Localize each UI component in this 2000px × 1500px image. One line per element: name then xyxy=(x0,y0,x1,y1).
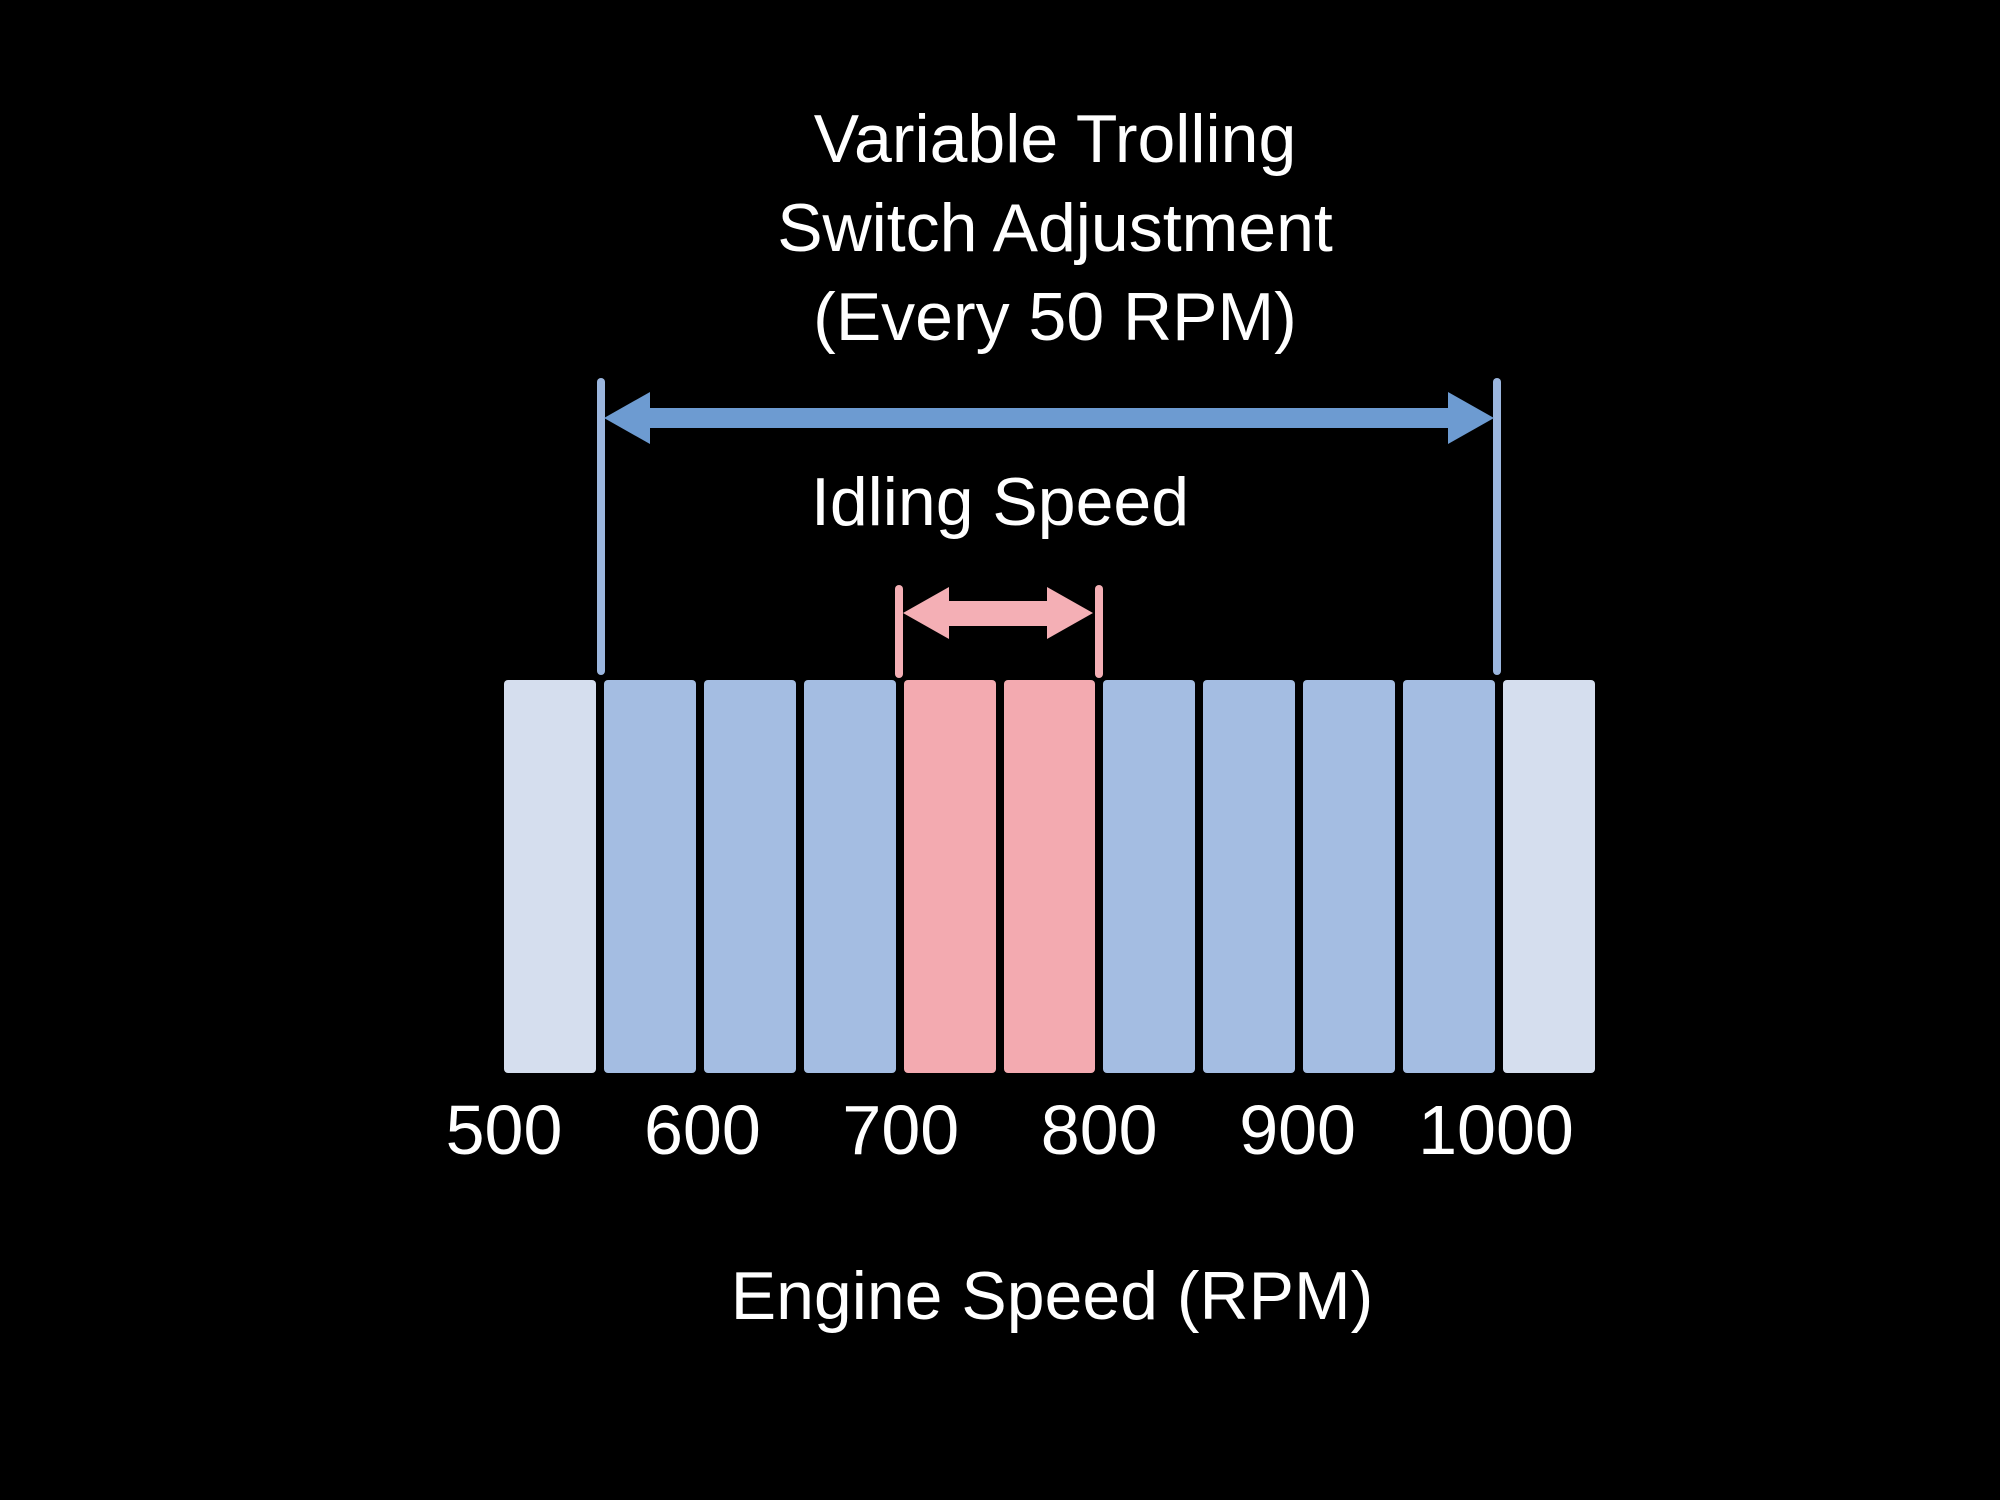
title-line-1: Variable Trolling xyxy=(813,101,1297,177)
rpm-bar-600-650 xyxy=(703,680,796,1073)
idling-speed-label: Idling Speed xyxy=(810,464,1190,540)
trolling-range-start-line xyxy=(597,378,605,675)
x-tick-label-600: 600 xyxy=(643,1091,761,1169)
x-tick-label-1000: 1000 xyxy=(1418,1091,1574,1169)
rpm-bars xyxy=(504,680,1595,1073)
rpm-bar-850-900 xyxy=(1203,680,1296,1073)
idling-arrowhead-left-icon xyxy=(903,587,949,639)
x-tick-label-500: 500 xyxy=(445,1091,563,1169)
x-tick-label-900: 900 xyxy=(1239,1091,1356,1169)
trolling-arrowhead-right-icon xyxy=(1448,392,1494,444)
rpm-bar-1000-1050 xyxy=(1503,680,1595,1073)
rpm-bar-900-950 xyxy=(1303,680,1396,1073)
trolling-range-end-line xyxy=(1493,378,1501,675)
x-axis-title: Engine Speed (RPM) xyxy=(730,1258,1374,1334)
rpm-bar-800-850 xyxy=(1103,680,1196,1073)
rpm-bar-550-600 xyxy=(603,680,696,1073)
idling-range-start-line xyxy=(895,585,903,678)
idling-arrowhead-right-icon xyxy=(1047,587,1093,639)
x-tick-label-700: 700 xyxy=(842,1091,960,1169)
title-line-3: (Every 50 RPM) xyxy=(813,279,1297,355)
rpm-bar-700-750 xyxy=(903,680,996,1073)
rpm-bar-750-800 xyxy=(1003,680,1096,1073)
figure-title: Variable Trolling Switch Adjustment (Eve… xyxy=(455,95,1655,362)
rpm-bar-650-700 xyxy=(803,680,896,1073)
trolling-arrowhead-left-icon xyxy=(604,392,650,444)
idling-range-end-line xyxy=(1095,585,1103,678)
title-line-2: Switch Adjustment xyxy=(777,190,1333,266)
idling-range-arrow xyxy=(946,601,1052,626)
rpm-bar-950-1000 xyxy=(1403,680,1496,1073)
rpm-bar-500-550 xyxy=(504,680,596,1073)
x-tick-label-800: 800 xyxy=(1040,1091,1158,1169)
trolling-range-arrow xyxy=(646,408,1452,428)
